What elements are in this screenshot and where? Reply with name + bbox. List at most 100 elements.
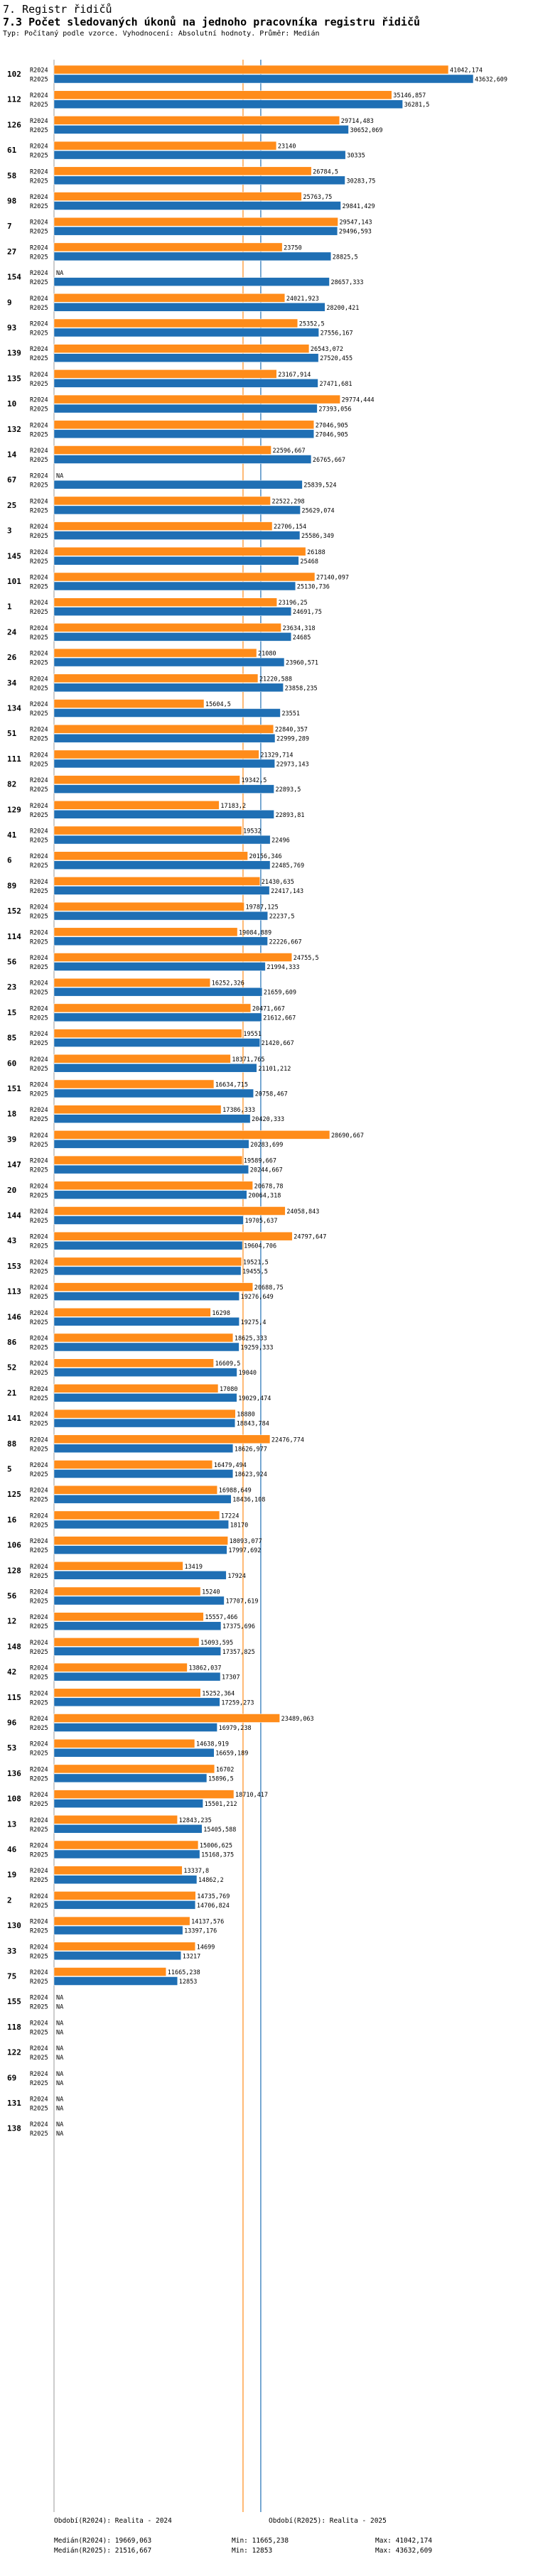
value-label-r2024: 24755,5 [294,955,319,962]
row-id-label: 6 [7,856,12,865]
value-label-r2025: 23551 [281,710,300,718]
row-id-label: 93 [7,323,16,332]
bar-r2024 [53,1562,183,1571]
series-label-r2024: R2024 [30,1944,48,1951]
row-id-label: 106 [7,1541,21,1550]
series-label-r2024: R2024 [30,372,48,379]
value-label-r2025: 26765,667 [313,457,345,464]
row-id-label: 129 [7,805,21,814]
series-label-r2024: R2024 [30,1462,48,1469]
footer-median-2024: Medián(R2024): 19669,063 [54,2537,152,2545]
series-label-r2025: R2025 [30,457,48,464]
value-label-r2025: 12853 [179,1979,198,1986]
bar-r2025 [53,1621,222,1630]
row-id-label: 53 [7,1743,16,1753]
bar-r2025 [53,1088,254,1098]
series-label-r2024: R2024 [30,701,48,708]
value-label-r2025: 19276,649 [241,1294,274,1301]
bar-r2025 [53,303,325,312]
series-label-r2024: R2024 [30,168,48,175]
series-label-r2024: R2024 [30,1336,48,1343]
bar-r2025 [53,1393,237,1402]
bar-r2025 [53,379,318,388]
row-id-label: 152 [7,907,21,916]
value-label-r2024: 18710,417 [235,1792,268,1799]
row-id-label: 154 [7,273,21,282]
bar-r2025 [53,226,338,236]
row-id-label: 9 [7,298,12,307]
value-label-r2025: 20420,333 [252,1116,284,1123]
row-id-label: 148 [7,1642,21,1651]
bar-r2024 [53,1105,222,1114]
bar-r2024 [53,623,281,632]
series-label-r2025: R2025 [30,1928,48,1935]
bar-r2025 [53,1849,200,1859]
bar-r2025 [53,1266,242,1276]
bar-r2024 [53,1790,235,1799]
series-label-r2024: R2024 [30,422,48,429]
series-label-r2024: R2024 [30,346,48,353]
series-label-r2025: R2025 [30,1497,48,1504]
bar-r2024 [53,1409,236,1419]
value-label-r2024: 22522,298 [272,498,305,505]
row-id-label: 86 [7,1338,17,1347]
missing-value-r2024: NA [56,2020,63,2027]
value-label-r2024: 21220,588 [259,676,292,683]
series-label-r2025: R2025 [30,254,48,261]
series-label-r2024: R2024 [30,1843,48,1850]
row-id-label: 101 [7,577,21,586]
value-label-r2024: 23140 [278,144,296,151]
bar-r2024 [53,1079,215,1089]
series-label-r2024: R2024 [30,296,48,303]
series-label-r2024: R2024 [30,1690,48,1697]
bar-r2025 [53,1342,239,1352]
series-label-r2024: R2024 [30,1919,48,1926]
bar-r2024 [53,344,310,353]
row-id-label: 43 [7,1236,16,1245]
bar-r2024 [53,801,220,810]
missing-value-r2025: NA [56,2080,63,2087]
row-id-label: 52 [7,1363,16,1373]
series-label-r2024: R2024 [30,980,48,987]
value-label-r2024: 17080 [220,1386,238,1393]
value-label-r2024: 19787,125 [246,904,279,911]
series-label-r2024: R2024 [30,777,48,784]
value-label-r2025: 19259,333 [240,1345,273,1352]
bar-r2025 [53,1672,221,1682]
value-label-r2025: 17924 [227,1573,246,1580]
value-label-r2024: 26188 [307,549,325,556]
series-label-r2025: R2025 [30,1218,48,1225]
footer-median-2025: Medián(R2025): 21516,667 [54,2547,152,2555]
row-id-label: 139 [7,349,21,358]
row-id-label: 153 [7,1262,21,1271]
row-id-label: 128 [7,1566,21,1575]
bar-r2024 [53,1460,213,1469]
series-label-r2024: R2024 [30,1488,48,1495]
series-label-r2024: R2024 [30,1031,48,1038]
value-label-r2024: 17386,333 [222,1107,255,1114]
series-label-r2024: R2024 [30,676,48,683]
bar-r2025 [53,1799,203,1808]
value-label-r2025: 27471,681 [319,381,352,388]
value-label-r2025: 15168,375 [201,1852,234,1859]
row-id-label: 98 [7,197,16,206]
value-label-r2025: 27393,056 [318,406,351,413]
chart-title: 7.3 Počet sledovaných úkonů na jednoho p… [3,16,420,28]
series-label-r2024: R2024 [30,879,48,886]
series-label-r2025: R2025 [30,153,48,160]
series-label-r2024: R2024 [30,1792,48,1799]
row-id-label: 85 [7,1034,16,1043]
value-label-r2024: 24797,647 [294,1234,326,1241]
value-label-r2024: 27046,905 [316,422,348,429]
series-label-r2024: R2024 [30,1614,48,1621]
series-label-r2024: R2024 [30,1208,48,1216]
series-label-r2024: R2024 [30,397,48,404]
row-id-label: 125 [7,1490,21,1499]
value-label-r2025: 17259,273 [221,1699,254,1706]
series-label-r2025: R2025 [30,2131,48,2138]
bar-r2025 [53,201,341,210]
row-id-label: 56 [7,1591,17,1601]
value-label-r2024: 16702 [216,1766,235,1773]
bar-r2025 [53,1494,232,1504]
series-label-r2025: R2025 [30,888,48,895]
